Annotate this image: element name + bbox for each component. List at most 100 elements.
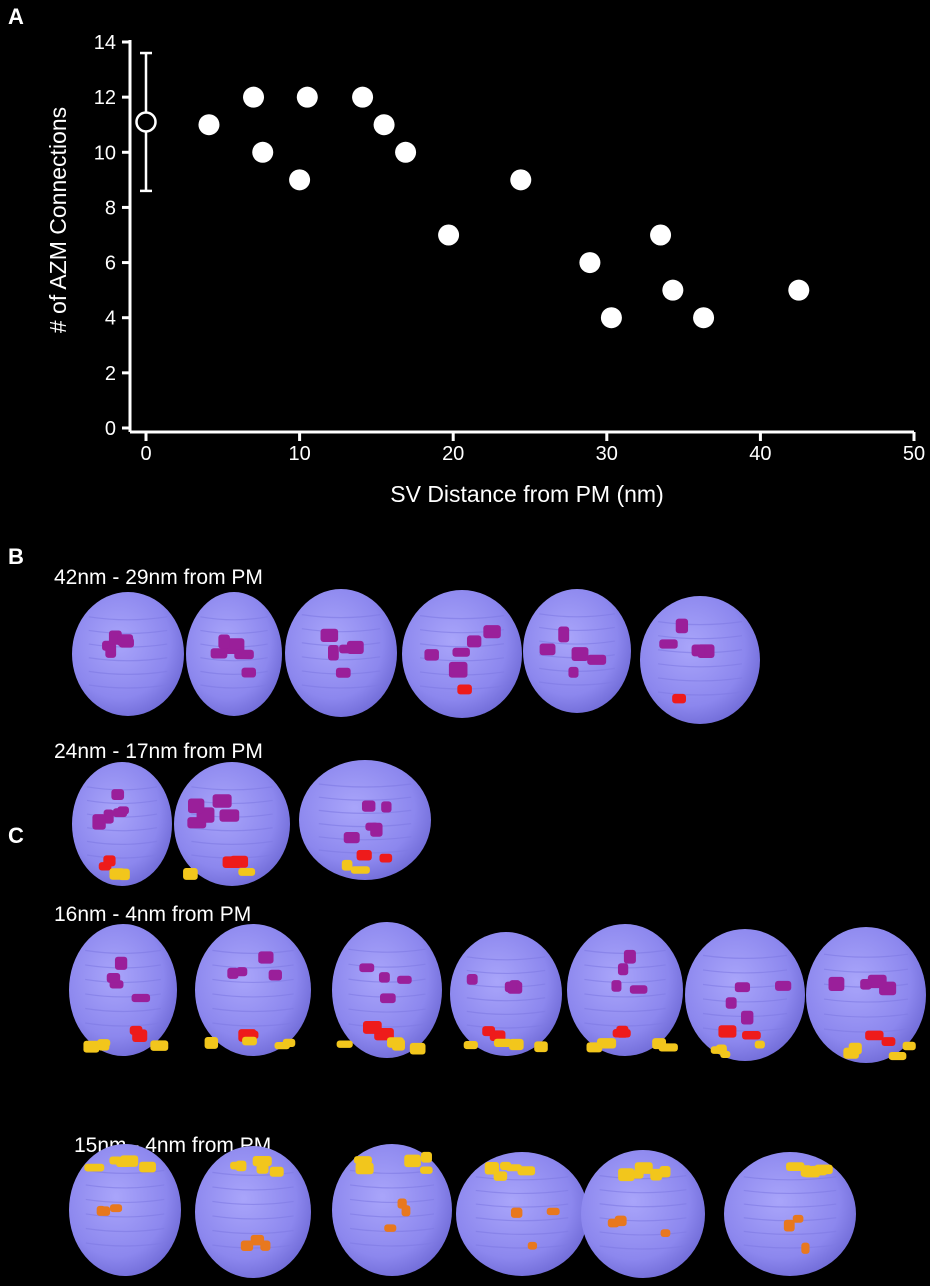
vesicle: [72, 592, 184, 716]
connector-blob: [421, 1151, 432, 1163]
connector-blob: [84, 1163, 105, 1172]
y-tick-label: 12: [94, 87, 116, 109]
x-tick-label: 20: [442, 443, 464, 465]
vesicle: [581, 1150, 705, 1278]
connector-blob: [510, 1207, 523, 1218]
x-tick-label: 50: [903, 443, 925, 465]
connector-blob: [509, 1038, 524, 1051]
connector-blob: [867, 974, 887, 989]
connector-blob: [493, 1171, 508, 1181]
connector-blob: [222, 856, 242, 869]
data-point: [600, 307, 622, 329]
vesicle: [332, 1144, 452, 1276]
connector-blob: [814, 1164, 833, 1175]
connector-blob: [98, 1040, 110, 1051]
connector-blob: [742, 1030, 761, 1040]
connector-blob: [420, 1166, 433, 1174]
connector-blob: [105, 642, 117, 658]
vesicle: [567, 924, 683, 1056]
connector-blob: [786, 1162, 805, 1172]
connector-blob: [183, 867, 198, 880]
connector-blob: [466, 973, 478, 985]
connector-blob: [571, 647, 589, 662]
vesicle: [402, 590, 522, 718]
connector-blob: [715, 1044, 727, 1054]
data-point: [579, 252, 601, 274]
connector-blob: [343, 832, 360, 844]
connector-blob: [387, 1037, 404, 1048]
connector-blob: [650, 1168, 663, 1181]
vesicle: [186, 592, 282, 716]
panel-c-letter: C: [8, 823, 24, 848]
connector-blob: [103, 809, 114, 824]
connector-blob: [350, 866, 370, 874]
connector-blob: [346, 640, 364, 655]
connector-blob: [612, 1029, 631, 1038]
connector-blob: [187, 798, 205, 814]
connector-blob: [504, 981, 517, 993]
connector-blob: [381, 801, 392, 813]
connector-blob: [242, 1036, 257, 1046]
data-point: [243, 86, 265, 108]
connector-blob: [118, 868, 130, 881]
connector-blob: [112, 808, 128, 818]
connector-blob: [117, 634, 134, 647]
scatter-chart: 0 2 4 6 8 10 12 14 0 10 20 30 40 50 SV Distance from P…: [45, 32, 925, 507]
vesicle: [299, 760, 431, 880]
connector-blob: [463, 1041, 478, 1050]
connector-blob: [587, 654, 607, 665]
connector-blob: [397, 1198, 407, 1209]
connector-blob: [672, 693, 686, 704]
vesicle: [724, 1152, 856, 1276]
connector-blob: [238, 868, 256, 876]
x-tick-label: 40: [749, 443, 771, 465]
connector-blob: [775, 980, 792, 991]
connector-blob: [424, 649, 439, 661]
connector-blob: [783, 1219, 795, 1232]
connector-blob: [611, 980, 622, 992]
connector-blob: [96, 1205, 106, 1216]
connector-blob: [258, 951, 274, 964]
connector-blob: [865, 1030, 884, 1041]
data-point: [662, 279, 684, 301]
vesicle: [450, 932, 562, 1056]
connector-blob: [129, 1025, 143, 1035]
y-tick-label: 0: [105, 418, 116, 440]
connector-blob: [800, 1165, 812, 1177]
connector-blob: [888, 1052, 907, 1061]
panel-b-letter: B: [8, 544, 24, 569]
vesicle: [69, 924, 177, 1056]
connector-blob: [881, 1037, 896, 1046]
connector-blob: [218, 634, 230, 649]
connector-blob: [860, 979, 872, 990]
connector-blob: [568, 666, 579, 678]
y-tick-label: 2: [105, 363, 116, 385]
data-point: [289, 169, 311, 191]
connector-blob: [204, 1037, 219, 1049]
connector-blob: [623, 949, 636, 964]
data-point: [693, 307, 715, 329]
connector-blob: [328, 645, 339, 661]
connector-blob: [236, 967, 248, 977]
row-label-b2: 24nm - 17nm from PM: [54, 740, 263, 763]
connector-blob: [131, 993, 151, 1003]
connector-blob: [355, 1162, 374, 1175]
connector-blob: [734, 982, 751, 993]
connector-blob: [484, 1162, 500, 1175]
connector-blob: [111, 789, 125, 800]
connector-blob: [483, 625, 501, 639]
vesicle: [174, 762, 290, 886]
y-tick-label: 14: [94, 32, 116, 54]
connector-blob: [139, 1161, 156, 1173]
connector-blob: [558, 626, 570, 643]
connector-blob: [404, 1154, 421, 1168]
connector-blob: [234, 649, 254, 660]
connector-blob: [150, 1040, 169, 1051]
connector-blob: [250, 1234, 265, 1246]
connector-blob: [629, 985, 648, 994]
connector-blob: [241, 667, 256, 678]
connector-blob: [336, 1040, 353, 1048]
connector-blob: [652, 1038, 667, 1050]
x-tick-label: 10: [288, 443, 310, 465]
y-tick-label: 10: [94, 142, 116, 164]
